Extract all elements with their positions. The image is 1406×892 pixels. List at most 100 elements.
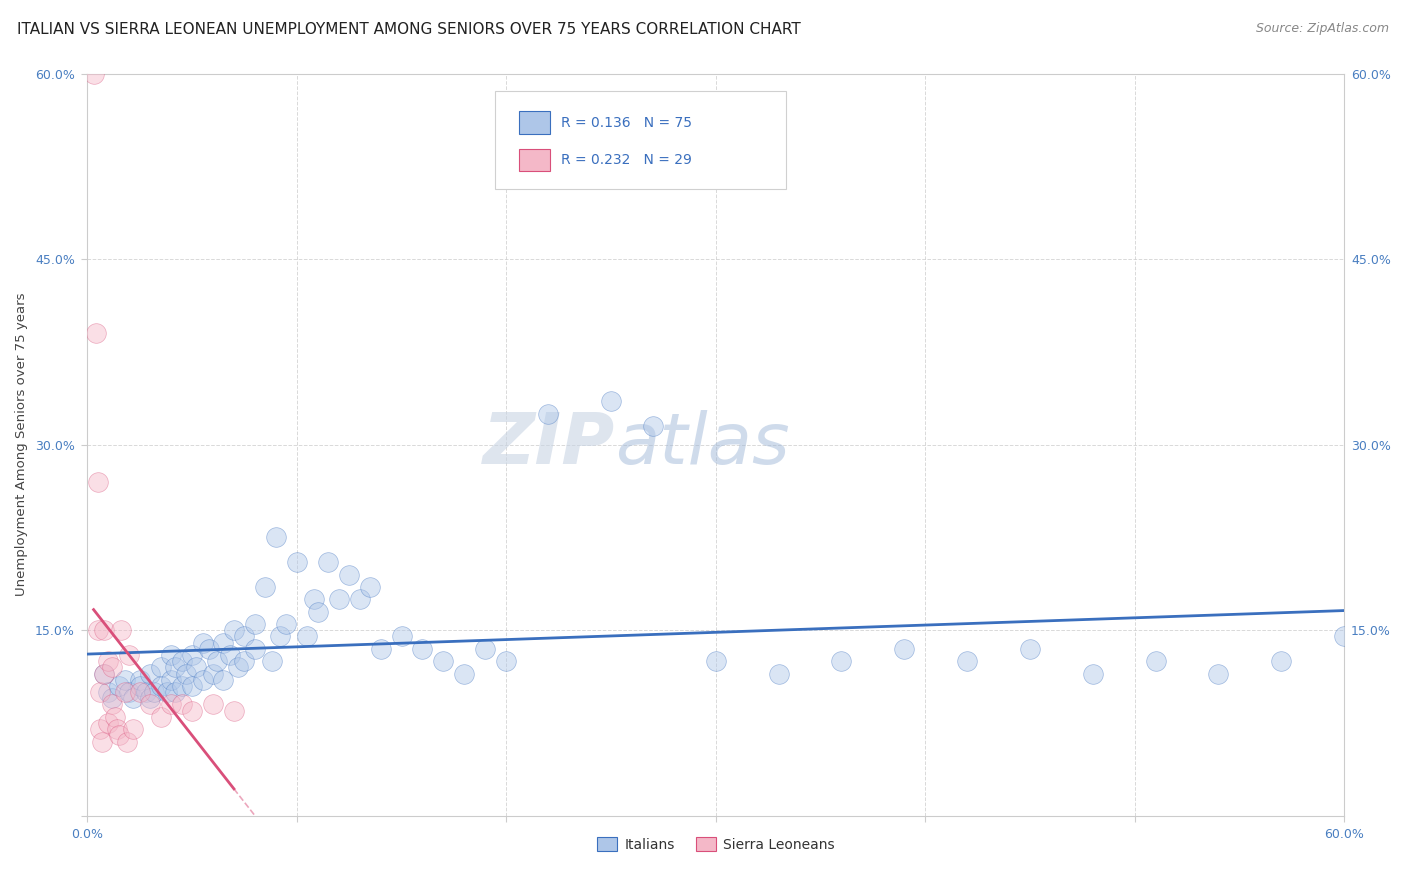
- Text: R = 0.136   N = 75: R = 0.136 N = 75: [561, 115, 692, 129]
- Y-axis label: Unemployment Among Seniors over 75 years: Unemployment Among Seniors over 75 years: [15, 293, 28, 597]
- Point: [149, 710, 172, 724]
- Point: [143, 685, 166, 699]
- Point: [122, 691, 145, 706]
- Point: [115, 734, 138, 748]
- Point: [1270, 654, 1292, 668]
- Point: [93, 624, 115, 638]
- Point: [956, 654, 979, 668]
- Point: [128, 673, 150, 687]
- Text: Source: ZipAtlas.com: Source: ZipAtlas.com: [1256, 22, 1389, 36]
- Point: [139, 698, 162, 712]
- Point: [243, 617, 266, 632]
- Point: [170, 679, 193, 693]
- Text: R = 0.232   N = 29: R = 0.232 N = 29: [561, 153, 692, 167]
- Point: [260, 654, 283, 668]
- Point: [307, 605, 329, 619]
- Point: [114, 673, 136, 687]
- Point: [269, 629, 291, 643]
- Point: [128, 679, 150, 693]
- Text: atlas: atlas: [616, 410, 790, 479]
- Point: [93, 666, 115, 681]
- Point: [337, 567, 360, 582]
- Point: [97, 685, 120, 699]
- Point: [114, 685, 136, 699]
- Point: [118, 685, 141, 699]
- Point: [704, 654, 727, 668]
- Point: [495, 654, 517, 668]
- Point: [122, 723, 145, 737]
- Point: [600, 394, 623, 409]
- Point: [149, 660, 172, 674]
- Point: [893, 641, 915, 656]
- Point: [1208, 666, 1230, 681]
- Point: [218, 648, 240, 662]
- Text: ITALIAN VS SIERRA LEONEAN UNEMPLOYMENT AMONG SENIORS OVER 75 YEARS CORRELATION C: ITALIAN VS SIERRA LEONEAN UNEMPLOYMENT A…: [17, 22, 800, 37]
- Point: [181, 648, 204, 662]
- Point: [160, 648, 183, 662]
- Point: [165, 685, 187, 699]
- Point: [101, 691, 124, 706]
- Point: [222, 704, 245, 718]
- Point: [205, 654, 228, 668]
- Point: [276, 617, 298, 632]
- Point: [768, 666, 790, 681]
- Point: [191, 635, 214, 649]
- Point: [135, 685, 157, 699]
- Point: [328, 592, 350, 607]
- Point: [302, 592, 325, 607]
- Legend: Italians, Sierra Leoneans: Italians, Sierra Leoneans: [591, 831, 841, 857]
- Point: [641, 419, 664, 434]
- Point: [349, 592, 371, 607]
- Point: [107, 728, 129, 742]
- Point: [89, 685, 111, 699]
- Point: [212, 673, 235, 687]
- Point: [103, 710, 125, 724]
- Point: [191, 673, 214, 687]
- Point: [1144, 654, 1167, 668]
- Point: [264, 531, 287, 545]
- Point: [97, 654, 120, 668]
- Point: [198, 641, 221, 656]
- Point: [233, 654, 256, 668]
- Point: [105, 723, 128, 737]
- Point: [254, 580, 277, 594]
- Point: [87, 475, 110, 489]
- Point: [165, 660, 187, 674]
- Point: [243, 641, 266, 656]
- Point: [93, 666, 115, 681]
- Point: [1081, 666, 1104, 681]
- Point: [110, 624, 132, 638]
- Point: [97, 716, 120, 731]
- Point: [201, 666, 224, 681]
- Point: [139, 666, 162, 681]
- Point: [101, 660, 124, 674]
- Text: ZIP: ZIP: [482, 410, 616, 479]
- Point: [160, 673, 183, 687]
- Point: [170, 654, 193, 668]
- Point: [181, 679, 204, 693]
- Point: [1333, 629, 1355, 643]
- Point: [391, 629, 413, 643]
- Point: [297, 629, 319, 643]
- Point: [181, 704, 204, 718]
- Point: [432, 654, 454, 668]
- Point: [285, 555, 308, 569]
- Point: [226, 660, 249, 674]
- Point: [87, 624, 110, 638]
- Point: [370, 641, 392, 656]
- Point: [83, 66, 105, 80]
- Point: [139, 691, 162, 706]
- Point: [186, 660, 208, 674]
- Point: [89, 723, 111, 737]
- Point: [222, 624, 245, 638]
- Point: [233, 629, 256, 643]
- Point: [170, 698, 193, 712]
- Point: [537, 407, 560, 421]
- Point: [453, 666, 475, 681]
- Point: [160, 698, 183, 712]
- Point: [107, 679, 129, 693]
- Point: [474, 641, 496, 656]
- Point: [174, 666, 197, 681]
- Point: [1019, 641, 1042, 656]
- Point: [201, 698, 224, 712]
